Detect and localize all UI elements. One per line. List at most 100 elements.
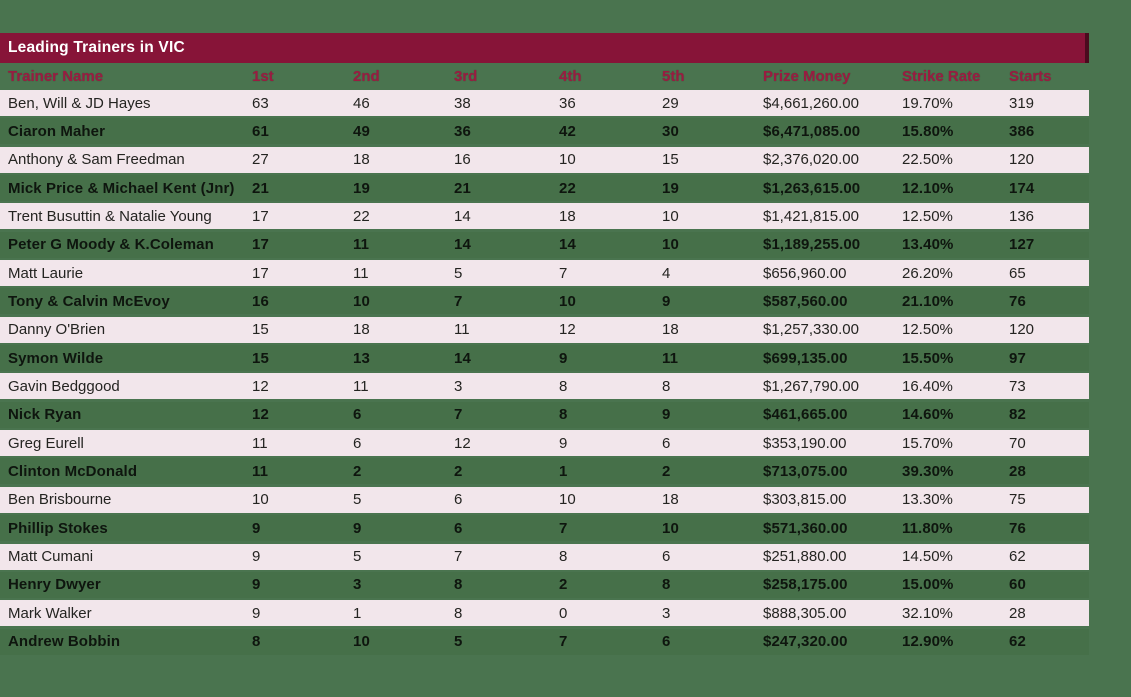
cell-trainer-name: Henry Dwyer	[8, 576, 101, 594]
cell-strike-rate: 12.50%	[902, 321, 953, 339]
cell-2nd: 13	[353, 349, 370, 367]
cell-5th: 11	[662, 349, 679, 367]
cell-2nd: 18	[353, 321, 370, 339]
cell-starts: 65	[1009, 264, 1026, 282]
table-row: Matt Laurie 17 11 5 7 4 $656,960.00 26.20% 65	[0, 260, 1089, 287]
table-row: Matt Cumani 9 5 7 8 6 $251,880.00 14.50% 62	[0, 543, 1089, 570]
cell-prize-money: $251,880.00	[763, 548, 847, 565]
column-header-strike-rate: Strike Rate	[902, 68, 981, 85]
table-row: Nick Ryan 12 6 7 8 9 $461,665.00 14.60% 82	[0, 401, 1089, 428]
cell-3rd: 5	[454, 264, 463, 282]
cell-1st: 9	[252, 576, 261, 594]
cell-5th: 18	[662, 321, 679, 339]
cell-1st: 8	[252, 633, 261, 651]
cell-4th: 1	[559, 462, 568, 480]
cell-prize-money: $571,360.00	[763, 519, 848, 537]
cell-2nd: 1	[353, 604, 362, 622]
cell-4th: 7	[559, 264, 568, 282]
cell-1st: 9	[252, 519, 261, 537]
cell-trainer-name: Peter G Moody & K.Coleman	[8, 236, 214, 254]
cell-strike-rate: 12.10%	[902, 179, 954, 197]
cell-strike-rate: 16.40%	[902, 377, 953, 395]
cell-2nd: 19	[353, 179, 370, 197]
table-title: Leading Trainers in VIC	[8, 39, 185, 56]
column-header-starts: Starts	[1009, 68, 1052, 85]
cell-prize-money: $247,320.00	[763, 633, 848, 651]
table-row: Clinton McDonald 11 2 2 1 2 $713,075.00 39.30% 2…	[0, 458, 1089, 485]
cell-3rd: 7	[454, 548, 463, 565]
cell-1st: 21	[252, 179, 269, 197]
cell-prize-money: $461,665.00	[763, 406, 848, 424]
cell-5th: 3	[662, 604, 671, 622]
cell-trainer-name: Ben, Will & JD Hayes	[8, 94, 151, 112]
cell-5th: 6	[662, 548, 671, 565]
cell-2nd: 10	[353, 633, 370, 651]
cell-5th: 6	[662, 633, 671, 651]
cell-5th: 29	[662, 94, 679, 112]
cell-starts: 73	[1009, 377, 1026, 395]
cell-trainer-name: Matt Cumani	[8, 548, 94, 565]
cell-2nd: 11	[353, 377, 369, 395]
cell-3rd: 3	[454, 377, 463, 395]
cell-1st: 61	[252, 122, 269, 140]
cell-strike-rate: 19.70%	[902, 94, 953, 112]
cell-1st: 11	[252, 434, 268, 452]
cell-4th: 10	[559, 151, 576, 169]
column-header-2nd: 2nd	[353, 68, 380, 85]
cell-5th: 9	[662, 292, 671, 310]
cell-5th: 19	[662, 179, 679, 197]
cell-4th: 42	[559, 122, 576, 140]
cell-5th: 2	[662, 462, 671, 480]
cell-3rd: 12	[454, 434, 471, 452]
cell-2nd: 11	[353, 236, 370, 254]
cell-starts: 97	[1009, 349, 1026, 367]
cell-3rd: 38	[454, 94, 471, 112]
cell-prize-money: $1,189,255.00	[763, 236, 861, 254]
cell-5th: 8	[662, 377, 671, 395]
cell-2nd: 3	[353, 576, 362, 594]
cell-strike-rate: 39.30%	[902, 462, 954, 480]
cell-strike-rate: 22.50%	[902, 151, 953, 169]
cell-2nd: 11	[353, 264, 369, 282]
column-header-1st: 1st	[252, 68, 274, 85]
cell-strike-rate: 14.50%	[902, 548, 953, 565]
cell-starts: 76	[1009, 519, 1026, 537]
cell-3rd: 16	[454, 151, 471, 169]
cell-4th: 36	[559, 94, 576, 112]
cell-1st: 10	[252, 491, 269, 509]
cell-5th: 15	[662, 151, 679, 169]
cell-3rd: 7	[454, 406, 463, 424]
table-title-bar: Leading Trainers in VIC	[0, 33, 1089, 63]
cell-trainer-name: Andrew Bobbin	[8, 633, 121, 651]
cell-1st: 15	[252, 349, 269, 367]
cell-trainer-name: Trent Busuttin & Natalie Young	[8, 207, 212, 225]
cell-prize-money: $587,560.00	[763, 292, 848, 310]
cell-1st: 17	[252, 207, 269, 225]
column-header-trainer-name: Trainer Name	[8, 68, 104, 85]
cell-3rd: 14	[454, 349, 471, 367]
column-header-prize-money: Prize Money	[763, 68, 851, 85]
cell-4th: 9	[559, 349, 568, 367]
cell-1st: 17	[252, 236, 269, 254]
cell-4th: 22	[559, 179, 576, 197]
cell-2nd: 6	[353, 434, 362, 452]
cell-prize-money: $699,135.00	[763, 349, 848, 367]
cell-2nd: 22	[353, 207, 370, 225]
table-header-row: Trainer Name 1st 2nd 3rd 4th 5th Prize M…	[0, 63, 1089, 90]
cell-strike-rate: 12.90%	[902, 633, 954, 651]
cell-prize-money: $1,257,330.00	[763, 321, 859, 339]
cell-5th: 10	[662, 207, 679, 225]
cell-starts: 75	[1009, 491, 1026, 509]
table-row: Greg Eurell 11 6 12 9 6 $353,190.00 15.70% 70	[0, 430, 1089, 457]
cell-starts: 386	[1009, 122, 1035, 140]
cell-trainer-name: Ben Brisbourne	[8, 491, 112, 509]
cell-trainer-name: Gavin Bedggood	[8, 377, 120, 395]
cell-starts: 136	[1009, 207, 1035, 225]
cell-3rd: 14	[454, 207, 471, 225]
cell-prize-money: $4,661,260.00	[763, 94, 859, 112]
cell-3rd: 14	[454, 236, 471, 254]
cell-4th: 8	[559, 406, 568, 424]
table-row: Phillip Stokes 9 9 6 7 10 $571,360.00 11.80% 76	[0, 515, 1089, 542]
cell-1st: 9	[252, 548, 261, 565]
